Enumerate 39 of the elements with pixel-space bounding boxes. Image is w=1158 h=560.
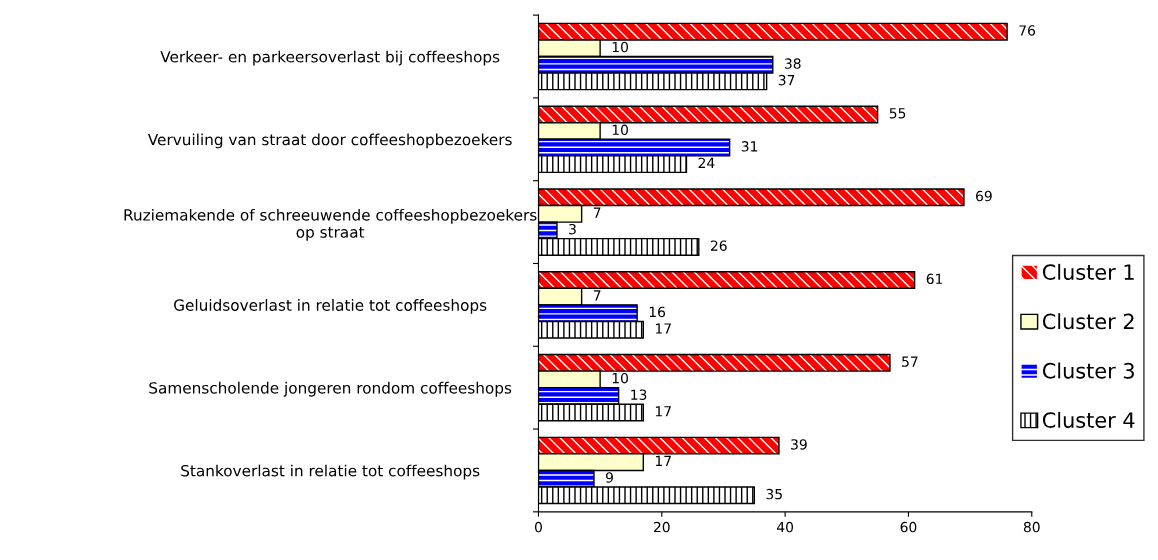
data-label: 7 <box>593 290 601 301</box>
legend-label: Cluster 3 <box>1042 362 1134 379</box>
data-label: 9 <box>605 472 613 483</box>
data-label: 69 <box>976 190 992 202</box>
y-tick-label: Verkeer- en parkeersoverlast bij coffeeshops <box>160 50 500 66</box>
legend-label: Cluster 1 <box>1042 263 1134 280</box>
data-label: 26 <box>710 240 727 251</box>
y-tick-label: Ruziemakende of schreeuwende coffeeshopbezoekers op straat <box>124 208 537 241</box>
data-label: 76 <box>1019 25 1036 36</box>
data-label: 16 <box>649 306 666 318</box>
data-label: 38 <box>784 58 801 69</box>
y-tick-label: Samenscholende jongeren rondom coffeeshops <box>149 381 512 397</box>
data-label: 35 <box>766 488 782 500</box>
data-label: 55 <box>889 108 906 119</box>
data-label: 17 <box>655 455 671 466</box>
data-label: 37 <box>778 74 795 86</box>
data-label: 17 <box>655 406 671 417</box>
x-tick-label: 0 <box>534 521 542 533</box>
legend-label: Cluster 4 <box>1042 411 1135 428</box>
y-tick-label: Geluidsoverlast in relatie tot coffeeshops <box>174 299 487 314</box>
data-label: 10 <box>612 124 628 136</box>
y-tick-label: Stankoverlast in relatie tot coffeeshops <box>181 464 480 480</box>
x-tick-label: 60 <box>900 521 917 533</box>
x-tick-label: 20 <box>653 521 670 533</box>
data-label: 39 <box>791 439 807 450</box>
data-label: 31 <box>741 141 758 152</box>
x-tick-label: 40 <box>776 521 794 533</box>
data-label: 10 <box>612 41 628 53</box>
y-tick-label: Vervuiling van straat door coffeeshopbezoekers <box>147 133 512 149</box>
legend-label: Cluster 2 <box>1042 313 1134 330</box>
x-tick-label: 80 <box>1023 521 1040 533</box>
data-label: 13 <box>631 389 647 400</box>
data-label: 7 <box>593 207 601 218</box>
data-label: 17 <box>655 323 671 334</box>
data-label: 57 <box>902 356 918 367</box>
data-label: 24 <box>698 157 715 168</box>
data-label: 10 <box>612 372 628 384</box>
data-label: 61 <box>926 273 943 285</box>
data-label: 3 <box>569 223 576 235</box>
